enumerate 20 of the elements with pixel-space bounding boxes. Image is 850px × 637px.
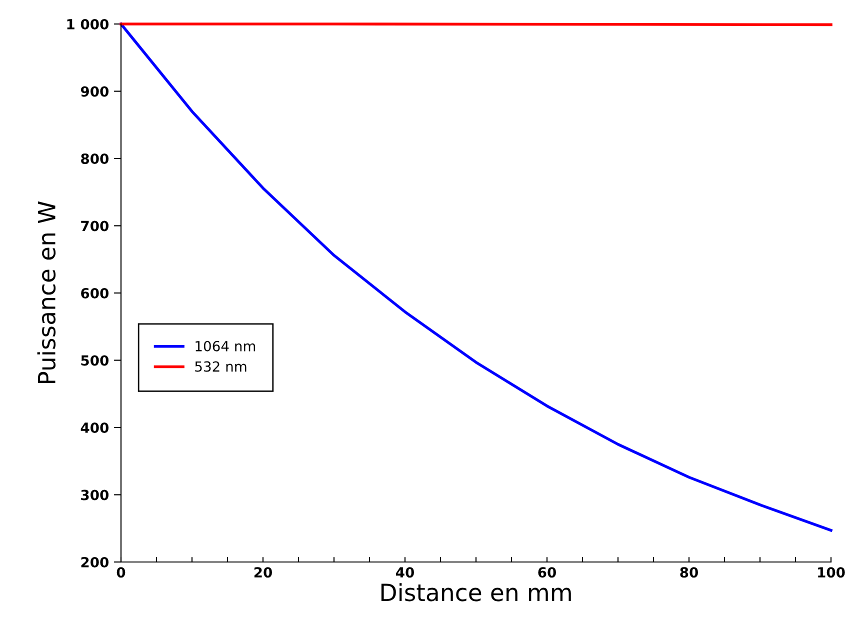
y-axis-title: Puissance en W (37, 201, 56, 384)
y-tick-label: 600 (81, 288, 109, 298)
x-tick-label: 100 (818, 567, 845, 578)
y-tick-label: 400 (80, 422, 109, 433)
y-tick-label: 800 (81, 153, 109, 164)
legend-label: 1064 nm (196, 340, 256, 352)
legend-label: 532 nm (195, 361, 246, 372)
y-tick-label: 1 000 (67, 18, 109, 30)
line-series (120, 22, 832, 532)
y-tick-label: 300 (81, 490, 109, 500)
x-tick-label: 0 (116, 567, 126, 578)
y-tick-label: 700 (81, 220, 109, 232)
y-tick-label: 200 (81, 556, 109, 568)
x-tick-label: 60 (538, 567, 556, 578)
x-tick-label: 20 (254, 567, 272, 578)
x-tick-label: 40 (396, 567, 414, 578)
y-tick-label: 900 (80, 86, 109, 97)
y-tick-label: 500 (81, 355, 109, 366)
x-tick-label: 80 (680, 567, 698, 578)
x-axis-title: Distance en mm (381, 583, 571, 602)
